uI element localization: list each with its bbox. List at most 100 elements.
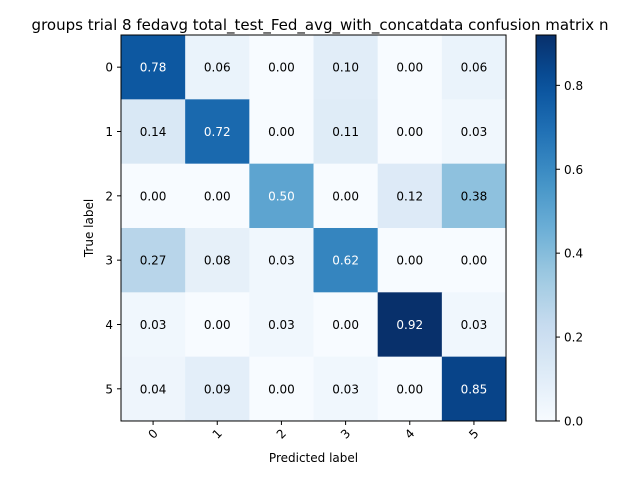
- heatmap-cell: [185, 163, 250, 229]
- y-tick-label: 1: [105, 125, 113, 139]
- heatmap-cell: [377, 163, 443, 229]
- y-tick-label: 2: [105, 189, 113, 203]
- heatmap-cell: [249, 163, 315, 229]
- cell-value-label: 0.06: [461, 61, 488, 75]
- cell-value-label: 0.03: [461, 125, 488, 139]
- cell-value-label: 0.09: [204, 382, 231, 396]
- cell-value-label: 0.03: [461, 318, 488, 332]
- cell-value-label: 0.12: [396, 189, 423, 203]
- cell-value-label: 0.08: [204, 254, 231, 268]
- cell-value-label: 0.03: [140, 318, 167, 332]
- heatmap-cell: [121, 292, 186, 358]
- chart-title: groups trial 8 fedavg total_test_Fed_avg…: [32, 16, 609, 35]
- cell-value-label: 0.00: [268, 61, 295, 75]
- cell-value-label: 0.85: [461, 382, 488, 396]
- x-tick-label: 2: [274, 426, 289, 441]
- cell-value-label: 0.04: [140, 382, 167, 396]
- heatmap-cell: [249, 99, 315, 165]
- x-axis-label: Predicted label: [269, 451, 358, 465]
- heatmap-cell: [249, 35, 315, 100]
- heatmap-cell: [185, 99, 250, 165]
- cell-value-label: 0.00: [396, 382, 423, 396]
- cell-value-label: 0.00: [332, 189, 359, 203]
- heatmap-cell: [313, 163, 379, 229]
- heatmap-cell: [249, 292, 315, 358]
- colorbar-tick-label: 0.0: [564, 414, 583, 428]
- x-tick-label: 3: [338, 426, 353, 441]
- cell-value-label: 0.00: [332, 318, 359, 332]
- heatmap-cell: [377, 292, 443, 358]
- x-tick-label: 4: [402, 426, 417, 441]
- x-axis-ticks: 0 1 2 3 4 5: [145, 420, 482, 442]
- heatmap-cell: [185, 227, 250, 293]
- cell-value-label: 0.14: [140, 125, 167, 139]
- colorbar-ticks: 0.0 0.2 0.4 0.6 0.8: [556, 79, 583, 428]
- cell-value-label: 0.50: [268, 189, 295, 203]
- heatmap-cell: [249, 227, 315, 293]
- heatmap-cell: [313, 99, 379, 165]
- x-tick-label: 0: [145, 426, 160, 441]
- y-axis-ticks: 0 1 2 3 4 5: [105, 61, 121, 396]
- cell-value-label: 0.00: [396, 254, 423, 268]
- heatmap-cell: [377, 99, 443, 165]
- heatmap-cell: [121, 163, 186, 229]
- cell-value-label: 0.27: [140, 254, 167, 268]
- heatmap-cell: [441, 227, 507, 293]
- heatmap-cell: [313, 227, 379, 293]
- y-tick-label: 3: [105, 254, 113, 268]
- cell-value-label: 0.00: [140, 189, 167, 203]
- heatmap-cell: [313, 356, 379, 422]
- cell-value-label: 0.06: [204, 61, 231, 75]
- heatmap-cell-labels: 0.78 0.06 0.00 0.10 0.00 0.06 0.14 0.72 0.00 0.11…: [140, 61, 488, 397]
- heatmap-cells: [121, 35, 507, 422]
- cell-value-label: 0.03: [332, 382, 359, 396]
- heatmap-cell: [121, 35, 186, 100]
- y-tick-label: 0: [105, 61, 113, 75]
- colorbar-tick-label: 0.6: [564, 163, 583, 177]
- heatmap-cell: [121, 99, 186, 165]
- cell-value-label: 0.03: [268, 254, 295, 268]
- x-tick-label: 5: [466, 426, 481, 441]
- heatmap-cell: [121, 227, 186, 293]
- heatmap-cell: [185, 292, 250, 358]
- cell-value-label: 0.00: [461, 254, 488, 268]
- cell-value-label: 0.11: [332, 125, 359, 139]
- colorbar-tick-label: 0.2: [564, 331, 583, 345]
- y-tick-label: 5: [105, 382, 113, 396]
- cell-value-label: 0.38: [461, 189, 488, 203]
- heatmap-cell: [441, 99, 507, 165]
- cell-value-label: 0.62: [332, 254, 359, 268]
- cell-value-label: 0.00: [204, 318, 231, 332]
- cell-value-label: 0.92: [396, 318, 423, 332]
- cell-value-label: 0.00: [396, 125, 423, 139]
- cell-value-label: 0.78: [140, 61, 167, 75]
- heatmap-cell: [313, 35, 379, 100]
- y-axis-label: True label: [82, 199, 96, 258]
- heatmap-cell: [441, 163, 507, 229]
- cell-value-label: 0.00: [268, 382, 295, 396]
- heatmap-cell: [441, 35, 507, 100]
- cell-value-label: 0.00: [204, 189, 231, 203]
- heatmap-cell: [185, 356, 250, 422]
- cell-value-label: 0.03: [268, 318, 295, 332]
- cell-value-label: 0.72: [204, 125, 231, 139]
- cell-value-label: 0.00: [396, 61, 423, 75]
- heatmap-cell: [377, 227, 443, 293]
- x-tick-label: 1: [210, 426, 225, 441]
- heatmap-cell: [249, 356, 315, 422]
- colorbar-tick-label: 0.8: [564, 79, 583, 93]
- cell-value-label: 0.10: [332, 61, 359, 75]
- heatmap-cell: [377, 35, 443, 100]
- heatmap-cell: [121, 356, 186, 422]
- colorbar: [535, 34, 557, 422]
- plot-frame: [120, 34, 507, 422]
- heatmap-cell: [441, 292, 507, 358]
- heatmap-cell: [185, 35, 250, 100]
- y-tick-label: 4: [105, 318, 113, 332]
- cell-value-label: 0.00: [268, 125, 295, 139]
- colorbar-tick-label: 0.4: [564, 247, 583, 261]
- heatmap-cell: [377, 356, 443, 422]
- heatmap-cell: [313, 292, 379, 358]
- heatmap-cell: [441, 356, 507, 422]
